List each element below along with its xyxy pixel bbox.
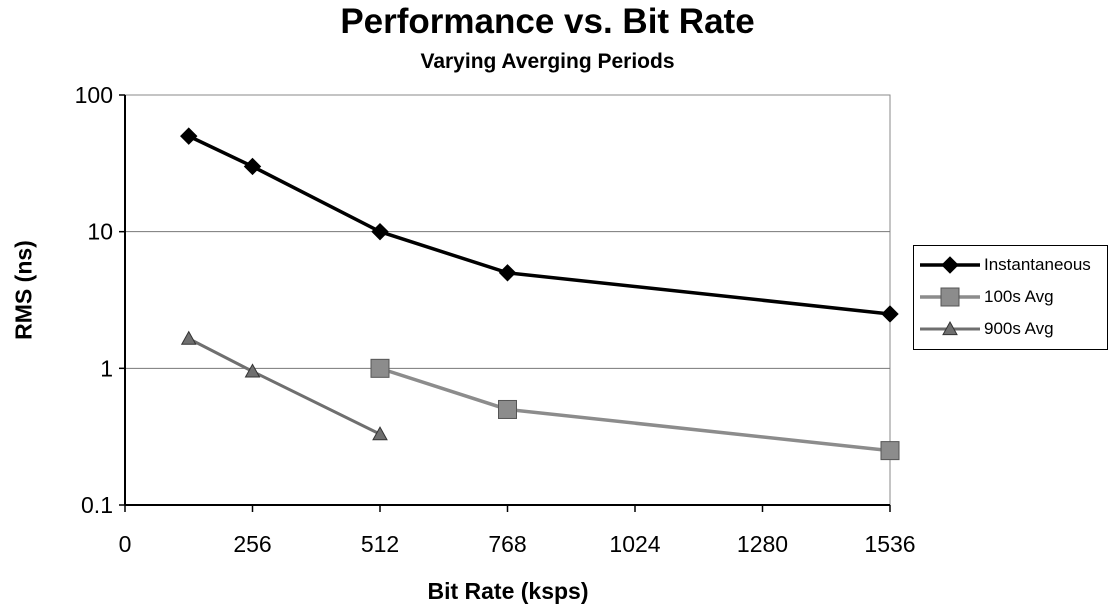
legend-swatch-100s-avg	[918, 286, 982, 308]
legend-item-100s-avg: 100s Avg	[918, 286, 1106, 308]
legend-swatch-instantaneous	[918, 254, 982, 276]
legend-marker	[942, 257, 958, 273]
legend: Instantaneous 100s Avg 900s Avg	[913, 245, 1108, 350]
data-point-100s-avg	[881, 442, 899, 460]
data-point-100s-avg	[499, 400, 517, 418]
y-tick-label: 10	[87, 219, 113, 245]
x-tick-label: 256	[233, 531, 271, 557]
y-tick-label: 100	[75, 82, 113, 108]
x-tick-label: 0	[119, 531, 132, 557]
x-axis-label: Bit Rate (ksps)	[0, 578, 1016, 605]
x-tick-label: 768	[488, 531, 526, 557]
legend-label-instantaneous: Instantaneous	[984, 255, 1091, 275]
x-tick-label: 1024	[609, 531, 660, 557]
x-tick-label: 1280	[737, 531, 788, 557]
y-axis-label: RMS (ns)	[11, 240, 38, 340]
legend-swatch-900s-avg	[918, 318, 982, 340]
x-tick-label: 1536	[864, 531, 915, 557]
y-tick-label: 1	[100, 355, 113, 381]
legend-item-instantaneous: Instantaneous	[918, 254, 1106, 276]
legend-label-100s-avg: 100s Avg	[984, 287, 1054, 307]
legend-label-900s-avg: 900s Avg	[984, 319, 1054, 339]
y-tick-label: 0.1	[81, 492, 113, 518]
x-tick-label: 512	[361, 531, 399, 557]
data-point-100s-avg	[371, 359, 389, 377]
legend-item-900s-avg: 900s Avg	[918, 318, 1106, 340]
y-axis-label-container: RMS (ns)	[4, 270, 44, 310]
legend-marker	[941, 288, 959, 306]
